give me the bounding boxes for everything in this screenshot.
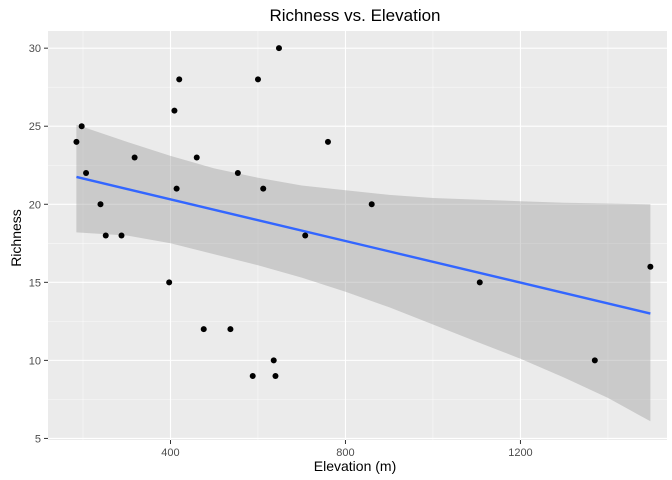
y-tick-label: 15 <box>29 277 41 289</box>
plot-title: Richness vs. Elevation <box>269 6 440 25</box>
data-points <box>73 45 654 379</box>
data-point <box>118 232 125 239</box>
confidence-ribbon <box>76 124 651 422</box>
y-tick-label: 10 <box>29 355 41 367</box>
y-axis-title: Richness <box>8 209 24 267</box>
data-point <box>78 123 85 130</box>
data-point <box>227 326 234 333</box>
data-point <box>272 372 279 379</box>
x-tick-label: 800 <box>336 447 354 459</box>
data-point <box>200 326 207 333</box>
y-tick-label: 30 <box>29 43 41 55</box>
data-point <box>260 185 267 192</box>
data-point <box>234 170 241 177</box>
data-point <box>173 185 180 192</box>
data-point <box>368 201 375 208</box>
data-point <box>166 279 173 286</box>
data-point <box>176 76 183 83</box>
data-point <box>131 154 138 161</box>
data-point <box>302 232 309 239</box>
plot-panel <box>48 31 667 440</box>
data-point <box>97 201 104 208</box>
x-tick-label: 1200 <box>508 447 532 459</box>
x-axis: 400 800 1200 <box>161 440 533 459</box>
major-gridlines <box>48 31 667 440</box>
data-point <box>254 76 261 83</box>
y-tick-label: 20 <box>29 199 41 211</box>
y-axis: 5 10 15 20 25 30 <box>29 43 48 445</box>
data-point <box>270 357 277 364</box>
x-axis-title: Elevation (m) <box>314 458 396 474</box>
y-tick-label: 5 <box>35 433 41 445</box>
data-point <box>249 372 256 379</box>
data-point <box>275 45 282 52</box>
data-point <box>193 154 200 161</box>
data-point <box>102 232 109 239</box>
data-point <box>647 263 654 270</box>
minor-gridlines <box>48 31 667 440</box>
data-point <box>83 170 90 177</box>
regression-line <box>76 175 651 315</box>
x-tick-label: 400 <box>161 447 179 459</box>
data-point <box>591 357 598 364</box>
data-point <box>476 279 483 286</box>
data-point <box>73 138 80 145</box>
data-point <box>171 107 178 114</box>
data-point <box>324 138 331 145</box>
y-tick-label: 25 <box>29 121 41 133</box>
